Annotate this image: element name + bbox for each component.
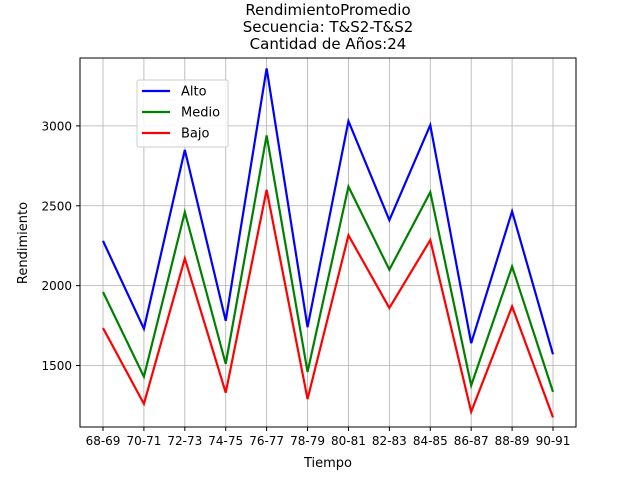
x-tick-label: 80-81 [331, 434, 366, 448]
y-tick-label: 2500 [41, 199, 72, 213]
series-line-alto [102, 68, 555, 355]
plot-area-frame [79, 57, 577, 428]
x-tick-label: 78-79 [290, 434, 325, 448]
legend: Alto Medio Bajo [136, 79, 229, 148]
legend-label: Alto [181, 85, 207, 100]
legend-label: Bajo [181, 127, 209, 142]
x-tick-label: 90-91 [536, 434, 571, 448]
legend-box [136, 79, 229, 148]
x-tick-label: 88-89 [495, 434, 530, 448]
x-tick-label: 68-69 [86, 434, 121, 448]
series-line-bajo [102, 189, 555, 418]
grid [80, 58, 576, 427]
x-axis-ticks: 68-69 70-71 72-73 74-75 76-77 78-79 80-81 82-83… [86, 427, 571, 448]
x-tick-label: 74-75 [208, 434, 243, 448]
x-tick-label: 72-73 [167, 434, 202, 448]
title-line: Secuencia: T&S2-T&S2 [243, 18, 414, 36]
x-tick-label: 76-77 [249, 434, 284, 448]
x-tick-label: 70-71 [126, 434, 161, 448]
series-lines [102, 68, 555, 418]
y-tick-label: 3000 [41, 119, 72, 133]
x-axis-label: Tiempo [303, 456, 352, 471]
y-axis-label: Rendimiento [16, 202, 31, 284]
title-line: Cantidad de Años:24 [250, 35, 407, 53]
y-axis-ticks: 1500 2000 2500 3000 [41, 119, 80, 373]
legend-label: Medio [181, 106, 220, 121]
x-tick-label: 82-83 [372, 434, 407, 448]
x-tick-label: 86-87 [454, 434, 489, 448]
x-tick-label: 84-85 [413, 434, 448, 448]
y-tick-label: 2000 [41, 279, 72, 293]
y-tick-label: 1500 [41, 359, 72, 373]
series-line-medio [102, 135, 555, 393]
title-line: RendimientoPromedio [245, 1, 410, 19]
